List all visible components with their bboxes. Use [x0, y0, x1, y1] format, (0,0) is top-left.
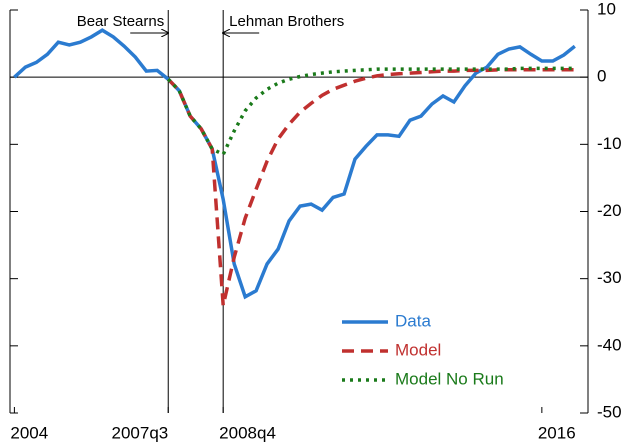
y-tick-label: -40: [597, 335, 622, 354]
x-tick-label: 2016: [538, 423, 576, 442]
legend-label: Model: [395, 340, 441, 359]
x-tick-label: 2004: [10, 423, 48, 442]
x-tick-label: 2007q3: [112, 423, 169, 442]
legend-label: Data: [395, 311, 431, 330]
y-tick-label: -10: [597, 134, 622, 153]
annotation: Lehman Brothers: [229, 13, 344, 30]
series-line: [166, 66, 575, 157]
y-tick-label: -50: [597, 402, 622, 421]
y-tick-label: -20: [597, 201, 622, 220]
series-line: [166, 68, 575, 306]
y-tick-label: 10: [597, 0, 616, 18]
legend-label: Model No Run: [395, 369, 504, 388]
y-tick-label: -30: [597, 268, 622, 287]
y-tick-label: 0: [597, 67, 606, 86]
x-tick-label: 2008q4: [219, 423, 276, 442]
annotation: Bear Stearns: [77, 13, 165, 30]
